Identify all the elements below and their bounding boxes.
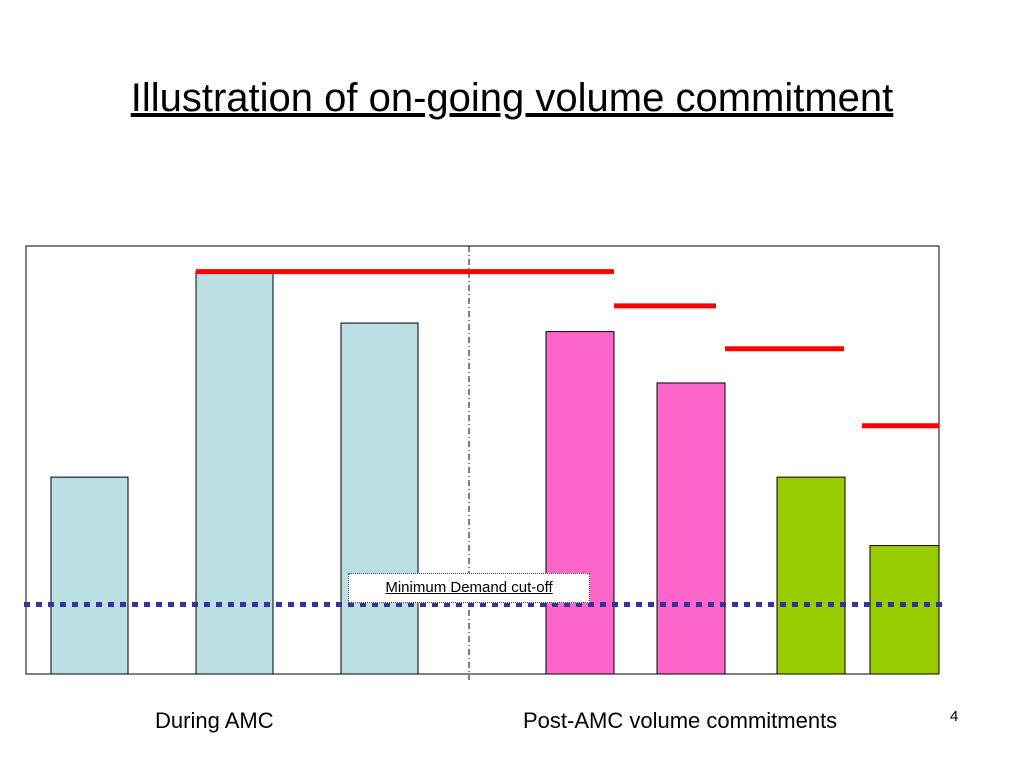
slide-title: Illustration of on-going volume commitme…	[130, 76, 894, 120]
minimum-demand-label: Minimum Demand cut-off	[348, 573, 590, 603]
bar-group1-1	[656, 382, 726, 675]
bar-group2-0	[776, 476, 846, 675]
caption-during-amc: During AMC	[155, 708, 274, 733]
bar-group0-1	[195, 271, 274, 675]
page-number: 4	[950, 708, 959, 725]
bar-group1-0	[545, 331, 615, 675]
bar-group2-1	[869, 545, 940, 675]
bar-group0-2	[340, 322, 419, 675]
commitment-levels-layer	[196, 269, 939, 429]
caption-post-amc: Post-AMC volume commitments	[523, 708, 838, 733]
bar-group0-0	[50, 476, 129, 675]
